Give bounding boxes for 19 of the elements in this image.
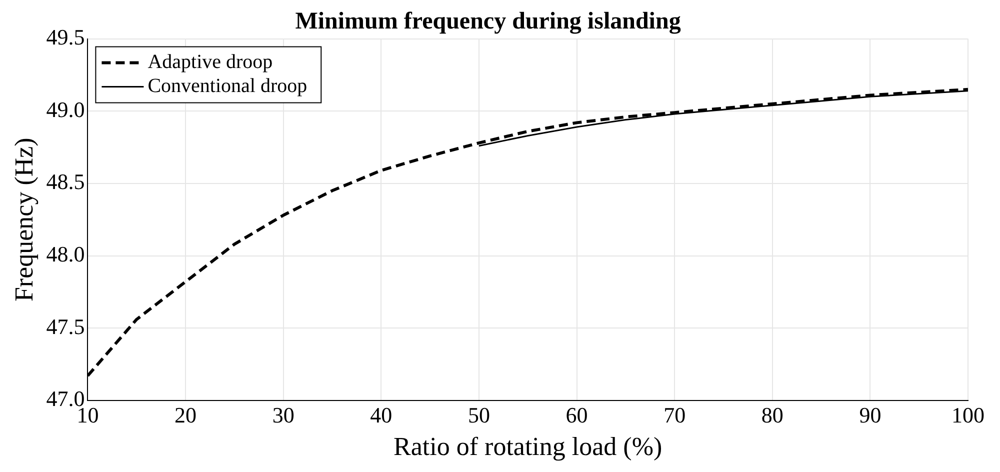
x-tick-label: 60 (566, 402, 588, 428)
chart-title: Minimum frequency during islanding (295, 8, 681, 35)
x-tick-label: 30 (272, 402, 294, 428)
x-tick-label: 20 (174, 402, 197, 428)
x-axis-title: Ratio of rotating load (%) (394, 432, 662, 462)
x-tick-label: 70 (664, 402, 686, 428)
x-tick-label: 80 (761, 402, 784, 428)
x-tick-label: 100 (952, 402, 984, 428)
legend-label: Conventional droop (148, 75, 308, 98)
y-tick-label: 49.5 (46, 24, 85, 50)
y-tick-label: 48.5 (46, 169, 85, 194)
x-tick-label: 50 (468, 402, 490, 428)
legend-label: Adaptive droop (148, 51, 273, 74)
y-axis-title: Frequency (Hz) (9, 138, 38, 302)
x-tick-label: 90 (859, 402, 882, 428)
y-tick-label: 49.0 (46, 96, 85, 122)
x-tick-label: 40 (370, 402, 392, 428)
y-tick-label: 48.0 (46, 242, 85, 267)
y-tick-label: 47.5 (46, 314, 85, 339)
